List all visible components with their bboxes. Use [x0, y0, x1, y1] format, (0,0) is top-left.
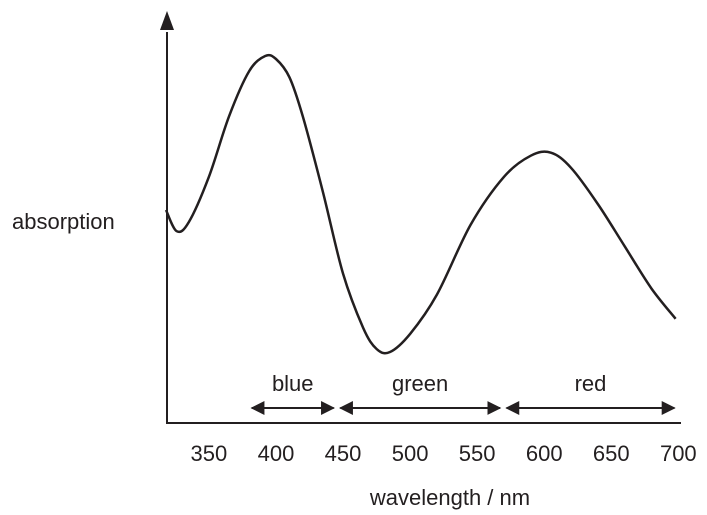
x-ticks: 350 400 450 500 550 600 650 700	[191, 441, 697, 466]
y-axis-arrow	[160, 11, 174, 30]
band-label-blue: blue	[272, 371, 314, 396]
y-axis	[160, 11, 174, 423]
x-tick-label: 650	[593, 441, 630, 466]
x-tick-label: 350	[191, 441, 228, 466]
series-line	[164, 53, 677, 355]
x-tick-label: 550	[459, 441, 496, 466]
band-label-red: red	[575, 371, 607, 396]
x-axis-label: wavelength / nm	[369, 485, 530, 510]
x-tick-label: 600	[526, 441, 563, 466]
x-tick-label: 500	[392, 441, 429, 466]
color-bands: blue green red	[250, 371, 676, 415]
band-label-green: green	[392, 371, 448, 396]
x-tick-label: 400	[258, 441, 295, 466]
x-tick-label: 450	[325, 441, 362, 466]
x-tick-label: 700	[660, 441, 697, 466]
y-axis-label: absorption	[12, 209, 115, 234]
